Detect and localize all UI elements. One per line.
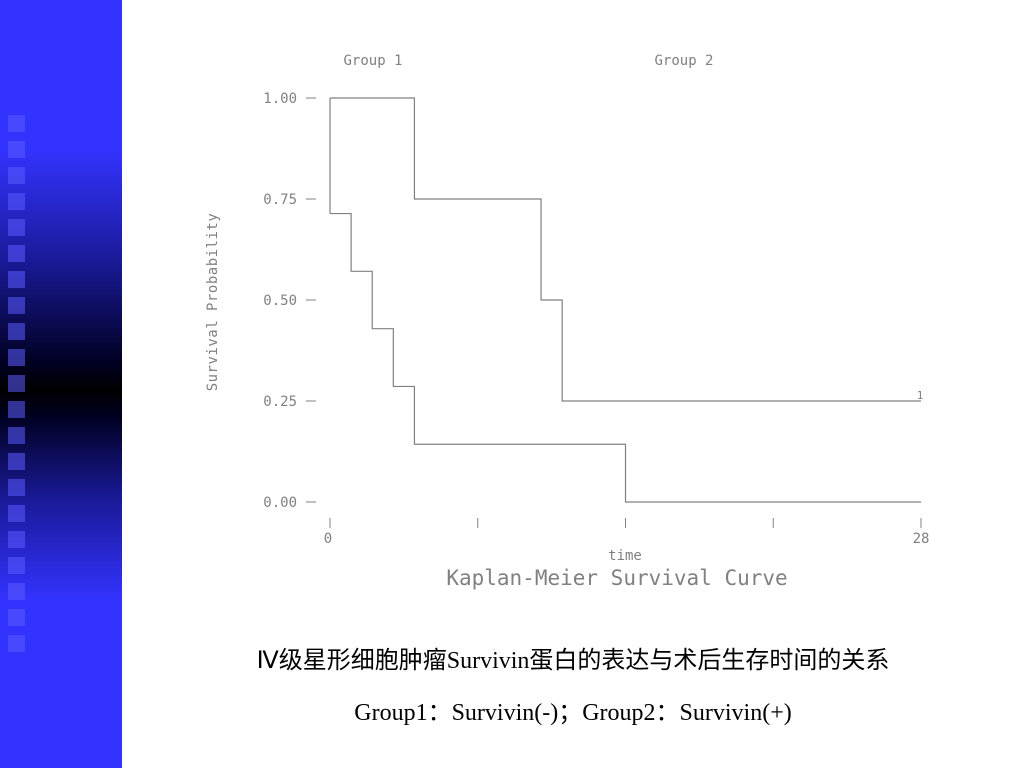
y-tick-label: 0.25 <box>263 394 297 410</box>
slide-caption-groups: Group1：Survivin(-)；Group2：Survivin(+) <box>354 700 792 726</box>
legend-label-1: Group 1 <box>343 53 402 69</box>
x-axis-label: time <box>608 548 642 564</box>
slide-sidebar-decoration <box>0 0 122 768</box>
y-tick-label: 0.50 <box>263 293 297 309</box>
slide-caption-title: Ⅳ级星形细胞肿瘤Survivin蛋白的表达与术后生存时间的关系 <box>256 648 890 674</box>
survival-curve-group-1 <box>330 212 921 503</box>
curve-end-label: 1 <box>917 389 924 402</box>
survival-curve-group-2 <box>330 97 921 402</box>
y-tick-label: 0.75 <box>263 192 297 208</box>
sidebar-square-pattern <box>8 115 25 655</box>
y-tick-label: 1.00 <box>263 91 297 107</box>
y-axis-label: Survival Probability <box>205 213 221 392</box>
x-tick-label: 28 <box>913 531 930 547</box>
y-tick-label: 0.00 <box>263 495 297 511</box>
kaplan-meier-chart: 1.00 0.75 0.50 0.25 0.00 0 28 time Survival Prob… <box>205 53 930 590</box>
chart-title: Kaplan-Meier Survival Curve <box>446 566 787 590</box>
x-tick-label: 0 <box>324 531 332 547</box>
legend-label-2: Group 2 <box>654 53 713 69</box>
